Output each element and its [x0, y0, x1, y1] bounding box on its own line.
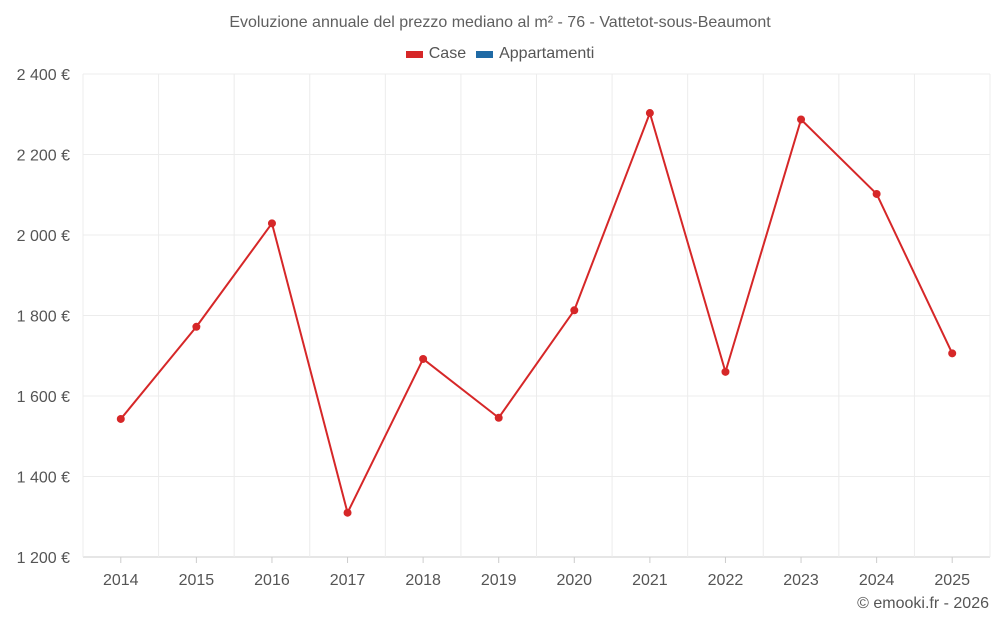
data-point	[267, 219, 276, 228]
y-tick-label: 2 200 €	[17, 148, 70, 165]
x-tick-label: 2025	[934, 572, 970, 589]
y-tick-label: 1 600 €	[17, 389, 70, 406]
legend: Case Appartamenti	[0, 45, 1000, 63]
y-tick-label: 1 400 €	[17, 470, 70, 487]
x-tick-label: 2021	[632, 572, 668, 589]
data-point	[872, 189, 881, 198]
data-point	[721, 367, 730, 376]
legend-label-case: Case	[428, 45, 467, 62]
y-tick-label: 1 800 €	[17, 309, 70, 326]
y-tick-label: 1 200 €	[17, 550, 70, 567]
x-tick-label: 2014	[103, 572, 139, 589]
legend-label-appartamenti: Appartamenti	[499, 45, 595, 62]
data-point	[570, 306, 579, 315]
x-tick-label: 2016	[254, 572, 290, 589]
data-point	[343, 508, 352, 517]
data-point	[797, 115, 806, 124]
y-tick-label: 2 400 €	[17, 67, 70, 84]
chart-title: Evoluzione annuale del prezzo mediano al…	[229, 14, 771, 31]
x-tick-label: 2019	[481, 572, 517, 589]
data-point	[116, 414, 125, 423]
x-tick-label: 2015	[179, 572, 215, 589]
x-tick-label: 2024	[859, 572, 895, 589]
copyright-notice: © emooki.fr - 2026	[857, 595, 989, 612]
series-line-case	[120, 112, 954, 514]
data-point	[419, 354, 428, 363]
legend-item-appartamenti[interactable]: Appartamenti	[476, 45, 594, 63]
legend-item-case[interactable]: Case	[405, 45, 467, 63]
y-tick-label: 2 000 €	[17, 228, 70, 245]
data-point	[192, 322, 201, 331]
x-tick-label: 2022	[708, 572, 744, 589]
data-point	[948, 349, 957, 358]
legend-swatch-case	[405, 50, 423, 58]
x-tick-label: 2020	[556, 572, 592, 589]
x-tick-label: 2017	[330, 572, 366, 589]
data-point	[494, 413, 503, 422]
x-tick-label: 2023	[783, 572, 819, 589]
data-point	[645, 109, 654, 118]
x-tick-label: 2018	[405, 572, 441, 589]
legend-swatch-appartamenti	[476, 50, 494, 58]
